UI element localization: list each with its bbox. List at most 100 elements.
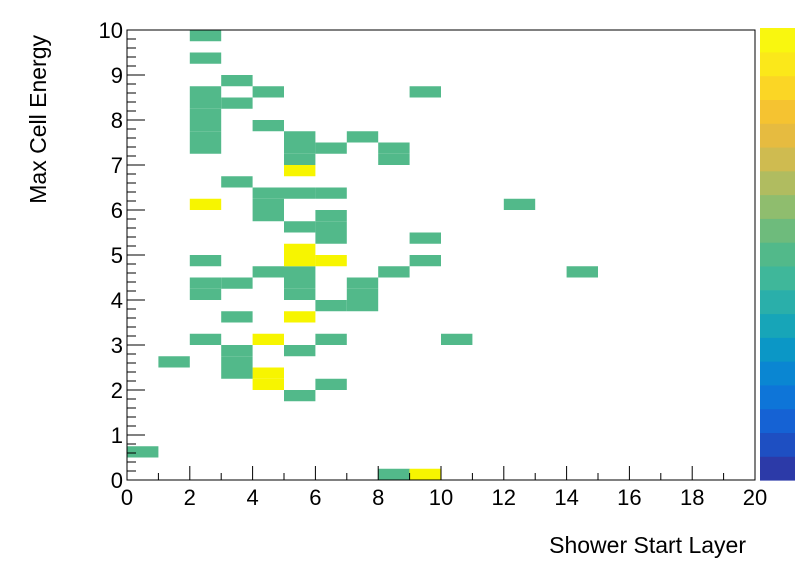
x-tick-label: 10: [429, 485, 453, 510]
heatmap-cell: [315, 255, 347, 267]
heatmap-cell: [315, 333, 347, 345]
heatmap-cell: [252, 210, 284, 222]
heatmap-cell: [189, 30, 222, 42]
heatmap-cell: [409, 232, 441, 244]
colorbar-segment: [760, 194, 795, 219]
x-tick-label: 14: [554, 485, 578, 510]
y-tick-label: 2: [111, 378, 123, 403]
heatmap-cell: [378, 142, 410, 154]
y-axis-title: Max Cell Energy: [25, 35, 51, 204]
colorbar: [760, 28, 795, 481]
heatmap-cell: [409, 255, 441, 267]
x-tick-label: 4: [246, 485, 258, 510]
y-tick-label: 7: [111, 153, 123, 178]
colorbar-segment: [760, 265, 795, 291]
heatmap-cell: [221, 97, 253, 109]
heatmap-cell: [378, 153, 410, 165]
x-tick-label: 0: [121, 485, 133, 510]
colorbar-segment: [760, 361, 795, 386]
x-tick-label: 2: [184, 485, 196, 510]
colorbar-segment: [760, 146, 795, 172]
heatmap-cell: [189, 333, 222, 345]
heatmap-cell: [189, 277, 222, 289]
colorbar-segment: [760, 289, 795, 315]
colorbar-segment: [760, 384, 795, 410]
heatmap-cell: [221, 367, 253, 379]
heatmap-cell: [189, 288, 222, 300]
y-tick-label: 8: [111, 108, 123, 133]
heatmap-cell: [284, 255, 316, 267]
heatmap-cell: [221, 356, 253, 368]
y-tick-label: 0: [111, 468, 123, 493]
heatmap-cell: [315, 232, 347, 244]
x-tick-label: 6: [309, 485, 321, 510]
y-tick-label: 10: [99, 18, 123, 43]
y-tick-label: 5: [111, 243, 123, 268]
heatmap-cell: [252, 86, 284, 98]
heatmap-cell: [315, 142, 347, 154]
y-tick-label: 9: [111, 63, 123, 88]
heatmap-cell: [221, 176, 253, 188]
heatmap-cell: [189, 108, 222, 120]
heatmap-cell: [284, 131, 316, 143]
heatmap-cell: [315, 221, 347, 233]
y-axis-ticks: 0 1 2 3 4 5 6 7 8 9 10: [99, 18, 145, 493]
colorbar-segment: [760, 28, 795, 53]
heatmap-cell: [315, 378, 347, 390]
heatmap-cell: [315, 187, 347, 199]
colorbar-segment: [760, 432, 795, 457]
heatmap-cell: [189, 52, 222, 64]
colorbar-segment: [760, 75, 795, 100]
heatmap-cell: [441, 333, 473, 345]
heatmap-cell: [284, 345, 316, 357]
x-tick-label: 12: [492, 485, 516, 510]
heatmap-cell: [284, 266, 316, 278]
colorbar-segment: [760, 123, 795, 148]
heatmap-cells: [127, 30, 598, 480]
y-tick-label: 6: [111, 198, 123, 223]
heatmap-cell: [252, 378, 284, 390]
heatmap-cell: [284, 390, 316, 402]
heatmap-cell: [189, 86, 222, 98]
heatmap-cell: [221, 345, 253, 357]
heatmap-cell: [221, 277, 253, 289]
heatmap-cell: [346, 300, 379, 312]
heatmap-cell: [284, 288, 316, 300]
heatmap-cell: [284, 165, 316, 177]
colorbar-segment: [760, 99, 795, 124]
heatmap-cell: [409, 86, 441, 98]
heatmap-cell: [252, 367, 284, 379]
heatmap-cell: [284, 277, 316, 289]
heatmap-cell: [378, 468, 410, 480]
heatmap-cell: [315, 210, 347, 222]
x-axis-ticks: 0 2 4 6 8 10 12 14 16 18 20: [121, 466, 767, 510]
colorbar-segment: [760, 337, 795, 362]
colorbar-segment: [760, 456, 795, 481]
colorbar-segment: [760, 408, 795, 434]
heatmap-cell: [409, 468, 441, 480]
heatmap-cell: [284, 187, 316, 199]
x-tick-label: 20: [743, 485, 767, 510]
y-tick-label: 1: [111, 423, 123, 448]
colorbar-segment: [760, 313, 795, 338]
heatmap-cell: [346, 131, 379, 143]
heatmap-cell: [189, 198, 222, 210]
y-tick-label: 4: [111, 288, 123, 313]
heatmap-cell: [315, 300, 347, 312]
heatmap-cell: [284, 311, 316, 323]
x-tick-label: 16: [617, 485, 641, 510]
heatmap-cell: [252, 120, 284, 132]
heatmap-cell: [221, 75, 253, 87]
heatmap-cell: [127, 446, 159, 458]
x-tick-label: 18: [680, 485, 704, 510]
heatmap-cell: [189, 131, 222, 143]
heatmap-cell: [221, 311, 253, 323]
heatmap-cell: [284, 221, 316, 233]
colorbar-segment: [760, 218, 795, 243]
heatmap-cell: [189, 255, 222, 267]
heatmap-cell: [189, 97, 222, 109]
x-tick-label: 8: [372, 485, 384, 510]
heatmap-cell: [346, 277, 379, 289]
heatmap-cell: [252, 187, 284, 199]
